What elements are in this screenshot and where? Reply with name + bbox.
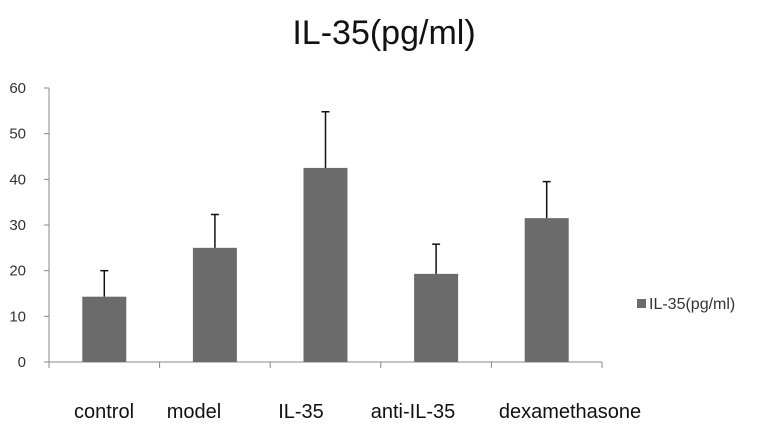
bar bbox=[192, 247, 237, 362]
bar bbox=[303, 167, 348, 362]
y-tick-label: 0 bbox=[18, 354, 26, 371]
category-label: control bbox=[74, 401, 134, 423]
y-tick-label: 50 bbox=[9, 126, 26, 143]
bar bbox=[82, 296, 127, 362]
y-tick-label: 20 bbox=[9, 263, 26, 280]
category-label: IL-35 bbox=[278, 401, 324, 423]
bar bbox=[414, 273, 459, 362]
category-label: dexamethasone bbox=[499, 401, 641, 423]
chart-title: IL-35(pg/ml) bbox=[292, 14, 475, 52]
error-bars-group bbox=[100, 110, 551, 297]
legend-label: IL-35(pg/ml) bbox=[649, 296, 735, 313]
y-tick-label: 10 bbox=[9, 308, 26, 325]
x-axis bbox=[48, 361, 603, 368]
y-tick-label: 30 bbox=[9, 217, 26, 234]
bars-group bbox=[82, 167, 569, 362]
legend: IL-35(pg/ml) bbox=[637, 296, 735, 313]
category-labels: control model IL-35 anti-IL-35 dexamethasone bbox=[74, 401, 641, 423]
category-label: model bbox=[167, 401, 221, 423]
bar bbox=[524, 218, 569, 362]
y-axis: 0 10 20 30 40 50 60 bbox=[9, 80, 50, 371]
category-label: anti-IL-35 bbox=[371, 401, 456, 423]
y-tick-label: 40 bbox=[9, 171, 26, 188]
y-tick-label: 60 bbox=[9, 80, 26, 97]
legend-swatch bbox=[637, 299, 646, 308]
